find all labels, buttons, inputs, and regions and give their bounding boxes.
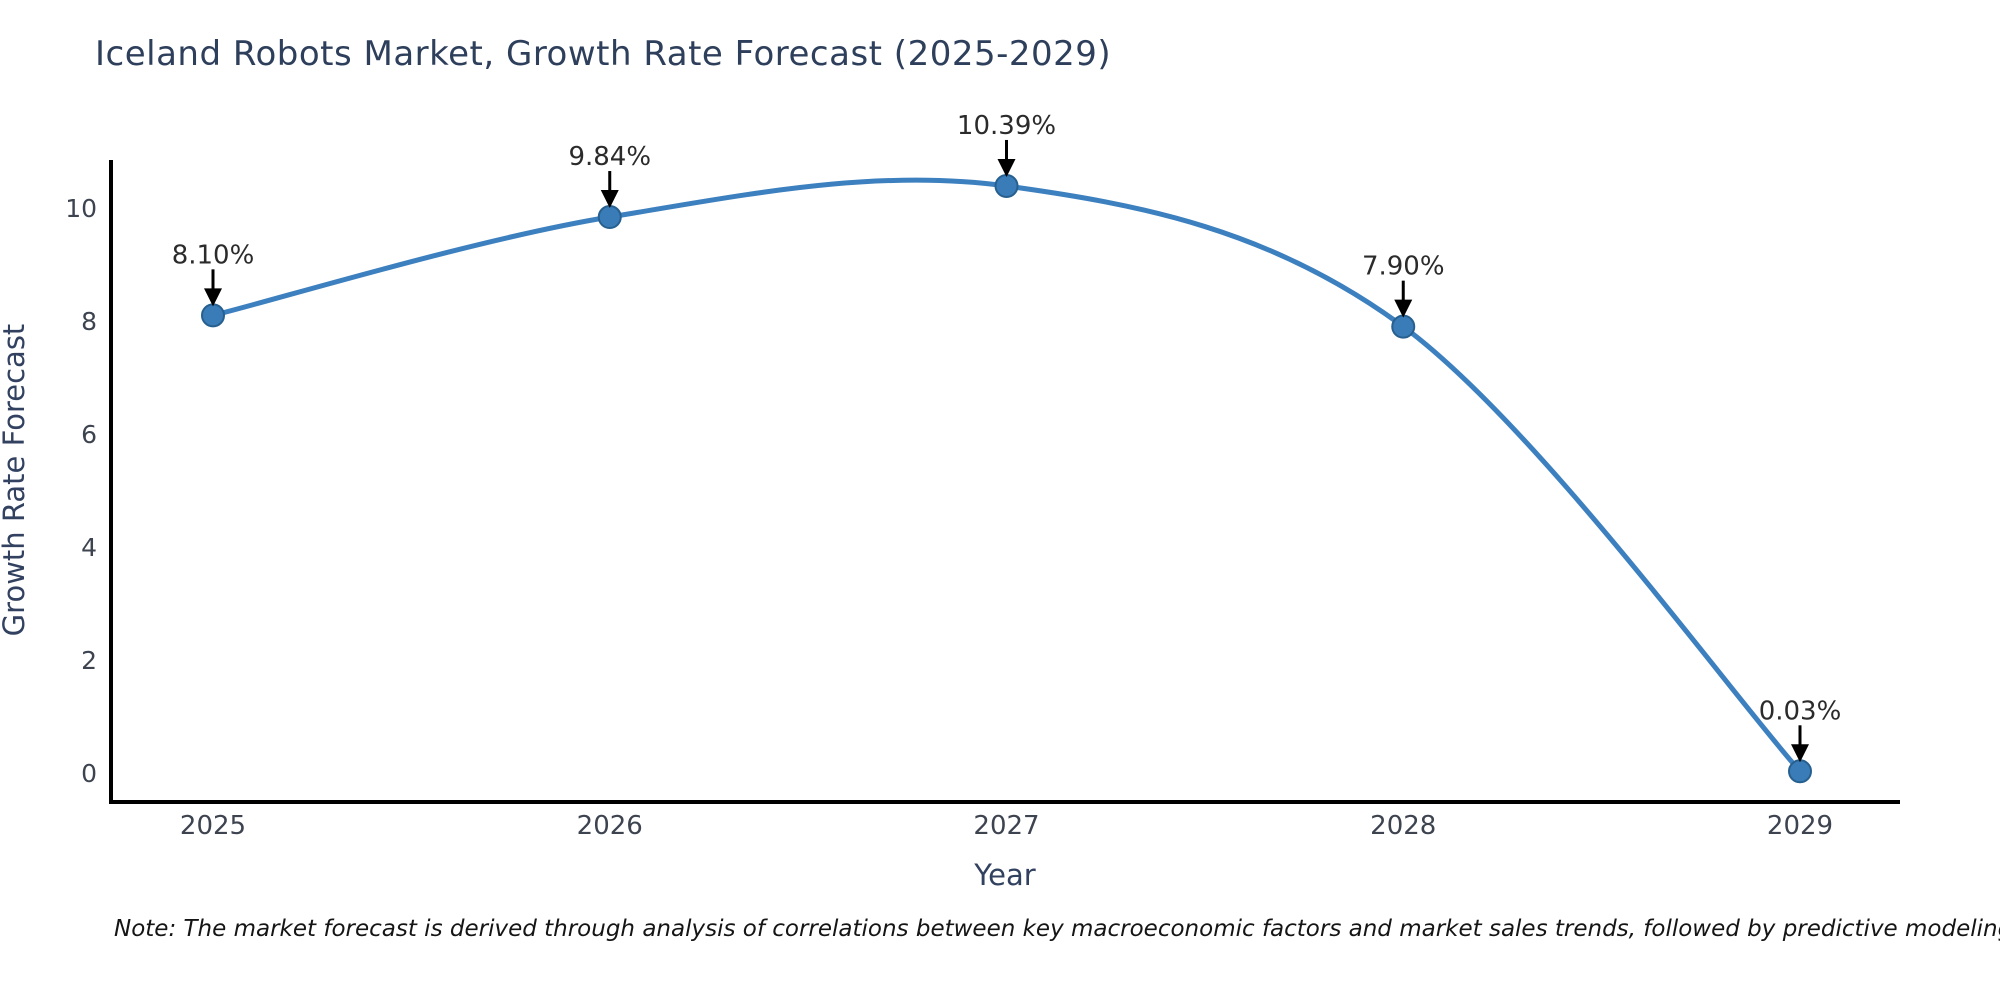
data-point-marker — [1391, 314, 1416, 339]
x-tick-label: 2029 — [1767, 811, 1833, 841]
data-point-label: 0.03% — [1759, 696, 1842, 726]
data-point-label: 8.10% — [172, 240, 255, 270]
annotation-arrow-head — [1791, 744, 1809, 763]
annotation-arrow-head — [1394, 299, 1413, 318]
forecast-line — [210, 177, 1803, 774]
x-tick-label: 2026 — [577, 811, 643, 841]
data-point-label: 7.90% — [1362, 252, 1445, 282]
y-tick-label: 0 — [81, 759, 97, 788]
data-point-label: 10.39% — [957, 111, 1056, 141]
annotation-arrow-head — [600, 190, 619, 209]
data-point-label: 9.84% — [568, 142, 651, 172]
chart-title: Iceland Robots Market, Growth Rate Forec… — [95, 34, 1112, 74]
data-point-marker — [1788, 759, 1812, 784]
y-tick-label: 8 — [81, 307, 97, 336]
y-tick-label: 10 — [65, 194, 97, 223]
annotation-arrow-head — [204, 288, 222, 307]
annotation-arrow-head — [997, 158, 1016, 177]
y-axis-title-text: Growth Rate Forecast — [0, 323, 31, 637]
data-point-marker — [201, 303, 225, 328]
x-tick-label: 2028 — [1370, 811, 1436, 841]
x-axis-title: Year — [974, 858, 1036, 892]
y-tick-label: 2 — [81, 646, 97, 675]
y-tick-label: 4 — [81, 533, 97, 562]
footnote: Note: The market forecast is derived thr… — [114, 916, 2000, 942]
x-tick-label: 2027 — [973, 811, 1039, 841]
x-tick-label: 2025 — [180, 811, 246, 841]
y-tick-label: 6 — [81, 420, 97, 449]
data-point-marker — [994, 173, 1019, 198]
data-point-marker — [597, 205, 622, 230]
